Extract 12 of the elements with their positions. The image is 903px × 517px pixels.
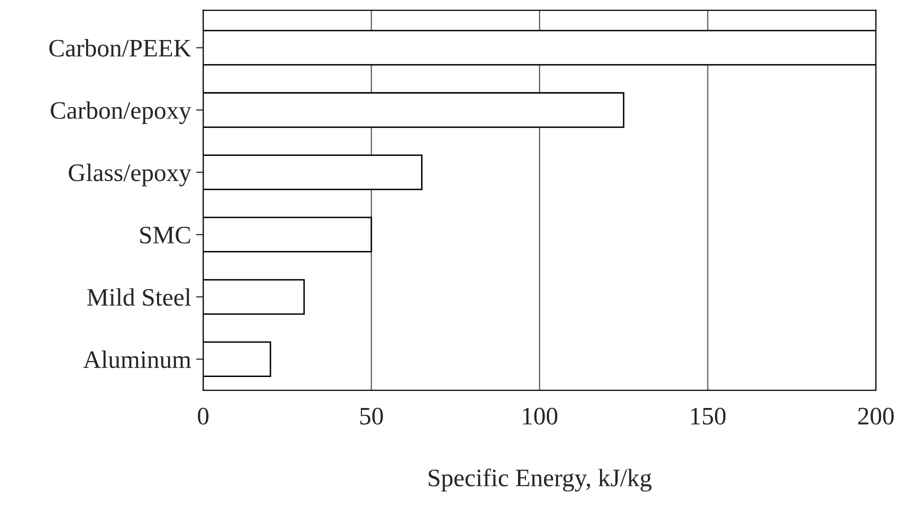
x-tick-label: 50: [360, 408, 383, 425]
y-tick-label: Mild Steel: [87, 288, 191, 306]
y-tick-label: Carbon/epoxy: [50, 101, 192, 124]
x-axis-title: Specific Energy, kJ/kg: [428, 468, 652, 492]
y-tick-label: SMC: [140, 226, 190, 244]
y-tick-label: Carbon/PEEK: [49, 39, 192, 57]
y-tick-label: Glass/epoxy: [68, 164, 192, 186]
y-tick-label: Aluminum: [83, 350, 191, 368]
x-tick-label: 200: [858, 408, 894, 425]
x-tick-label: 150: [691, 408, 726, 425]
x-tick-label: 100: [522, 408, 558, 425]
x-tick-label: 0: [198, 408, 208, 425]
